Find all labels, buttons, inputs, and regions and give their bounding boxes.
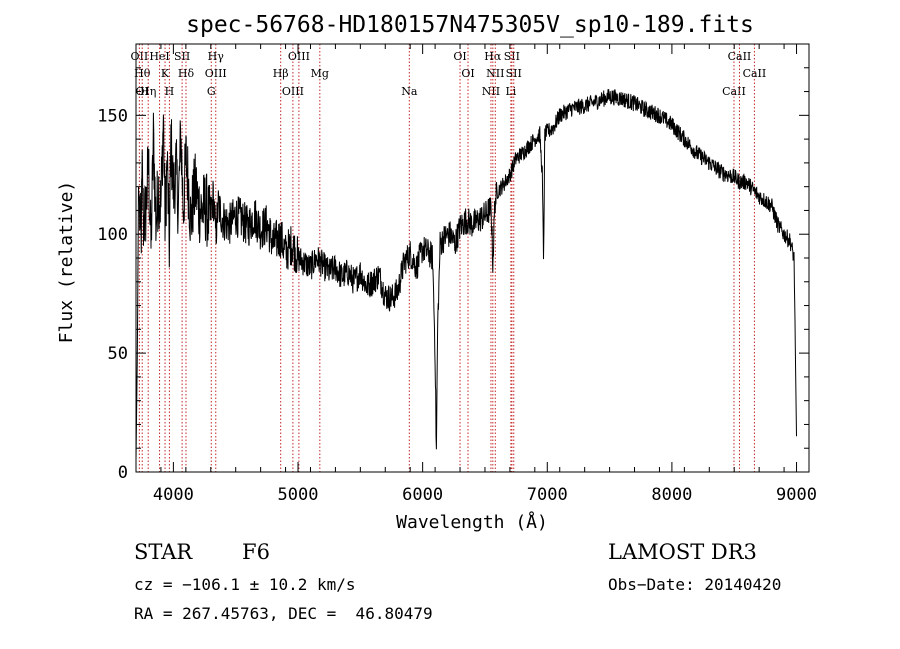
x-tick-label: 6000 [402,485,443,505]
flux-series-line [135,89,797,461]
line-marker-label: OII [131,50,149,63]
survey-label: LAMOST DR3 [608,540,757,564]
line-marker-label: H [165,85,175,98]
x-tick-label: 8000 [651,485,692,505]
spectrum-chart: spec-56768-HD180157N475305V_sp10-189.fit… [56,12,817,533]
x-tick-label: 7000 [527,485,568,505]
line-marker-label: OI [453,50,466,63]
line-marker-label: HeI [149,50,169,63]
line-marker-label: K [161,67,170,80]
line-marker-label: Hθ [134,67,151,80]
x-tick-label: 9000 [776,485,817,505]
plot-frame [135,43,810,473]
line-marker-label: Na [401,85,418,98]
y-tick-label: 100 [97,225,128,245]
x-tick-label: 5000 [278,485,319,505]
line-marker-label: SII [506,67,522,80]
line-marker-label: SII [174,50,190,63]
chart-title: spec-56768-HD180157N475305V_sp10-189.fit… [186,12,754,38]
line-marker-label: Hγ [208,50,225,63]
line-marker-label: NII [482,85,500,98]
line-marker-label: OI [136,85,149,98]
line-marker-label: Hδ [178,67,195,80]
line-marker-label: CaII [728,50,752,63]
obs-date-text: Obs−Date: 20140420 [608,575,782,594]
line-marker-label: NII [486,67,504,80]
line-marker-label: Hβ [273,67,289,80]
line-marker-label: CaII [743,67,767,80]
line-marker-label: OIII [282,85,304,98]
line-marker-label: SII [504,50,520,63]
object-subclass: F6 [242,540,270,564]
object-class: STAR [134,540,193,564]
line-marker-label: OIII [288,50,310,63]
y-tick-label: 0 [118,463,128,483]
redshift-text: cz = −106.1 ± 10.2 km/s [134,575,356,594]
line-marker-label: G [207,85,216,98]
line-marker-label: Mg [311,67,329,80]
line-marker-label: Li [505,85,516,98]
line-marker-label: Hη [140,85,156,98]
line-marker-label: OIII [205,67,227,80]
y-tick-label: 50 [108,344,128,364]
line-marker-label: Hα [484,50,502,63]
y-tick-label: 150 [97,106,128,126]
line-marker-label: OI [461,67,474,80]
coordinates-text: RA = 267.45763, DEC = 46.80479 [134,604,433,623]
x-axis-label: Wavelength (Å) [396,511,548,533]
x-tick-label: 4000 [153,485,194,505]
line-marker-label: CaII [722,85,746,98]
axis-ticks: 4000 5000 6000 7000 8000 9000 0 50 100 150 [97,44,817,505]
y-axis-label: Flux (relative) [56,181,77,344]
